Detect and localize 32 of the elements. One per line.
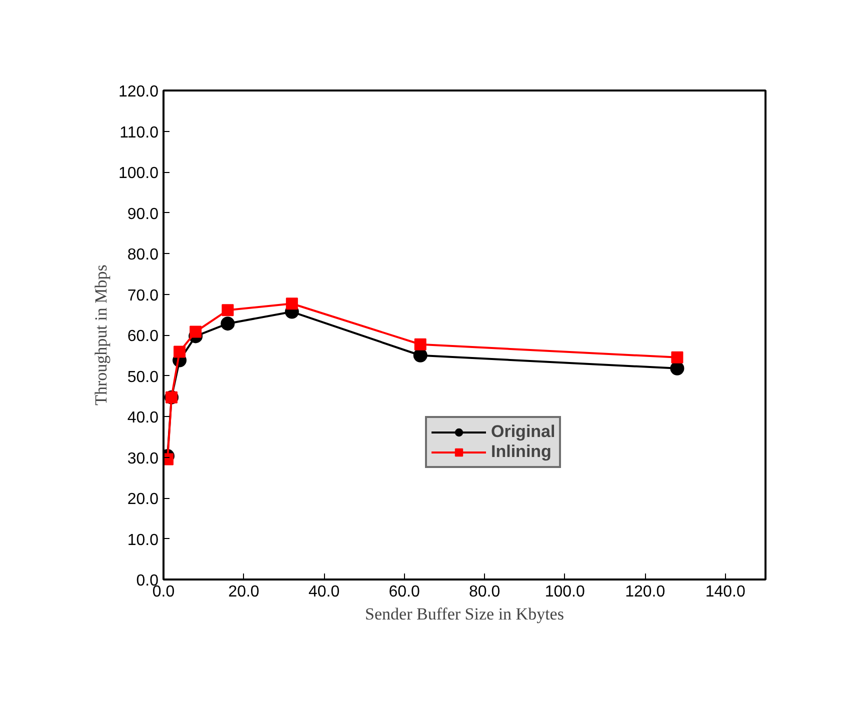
legend-label: Original — [491, 422, 556, 442]
y-tick-label: 110.0 — [120, 124, 159, 142]
y-tick-label: 60.0 — [127, 328, 159, 345]
x-tick-label: 40.0 — [308, 584, 340, 600]
point — [222, 304, 234, 316]
point — [190, 326, 202, 338]
x-tick-label: 80.0 — [468, 584, 500, 600]
y-axis-title: Throughput in Mbps — [91, 264, 110, 406]
x-tick-label: 60.0 — [388, 584, 420, 600]
y-tick-label: 70.0 — [127, 287, 159, 304]
x-tick-label: 120.0 — [625, 584, 666, 600]
y-tick-label: 10.0 — [127, 532, 159, 549]
y-tick-label: 20.0 — [127, 491, 159, 508]
x-tick-label: 100.0 — [544, 584, 585, 600]
y-tick-label: 30.0 — [127, 450, 159, 468]
y-tick-label: 120.0 — [118, 84, 159, 100]
point — [414, 338, 426, 350]
point — [174, 346, 186, 358]
x-tick-label: 20.0 — [228, 584, 260, 600]
point — [670, 361, 684, 376]
y-tick-label: 100.0 — [118, 165, 159, 182]
point — [671, 351, 684, 364]
point — [286, 298, 298, 310]
legend-label: Inlining — [491, 442, 552, 462]
y-tick-label: 50.0 — [127, 368, 159, 386]
x-tick-label: 140.0 — [705, 584, 746, 600]
x-axis-title: Sender Buffer Size in Kbytes — [365, 604, 564, 624]
point — [220, 316, 235, 331]
y-tick-label: 40.0 — [127, 410, 159, 426]
point — [413, 348, 428, 362]
y-tick-label: 90.0 — [127, 206, 159, 223]
y-tick-label: 80.0 — [127, 246, 159, 264]
